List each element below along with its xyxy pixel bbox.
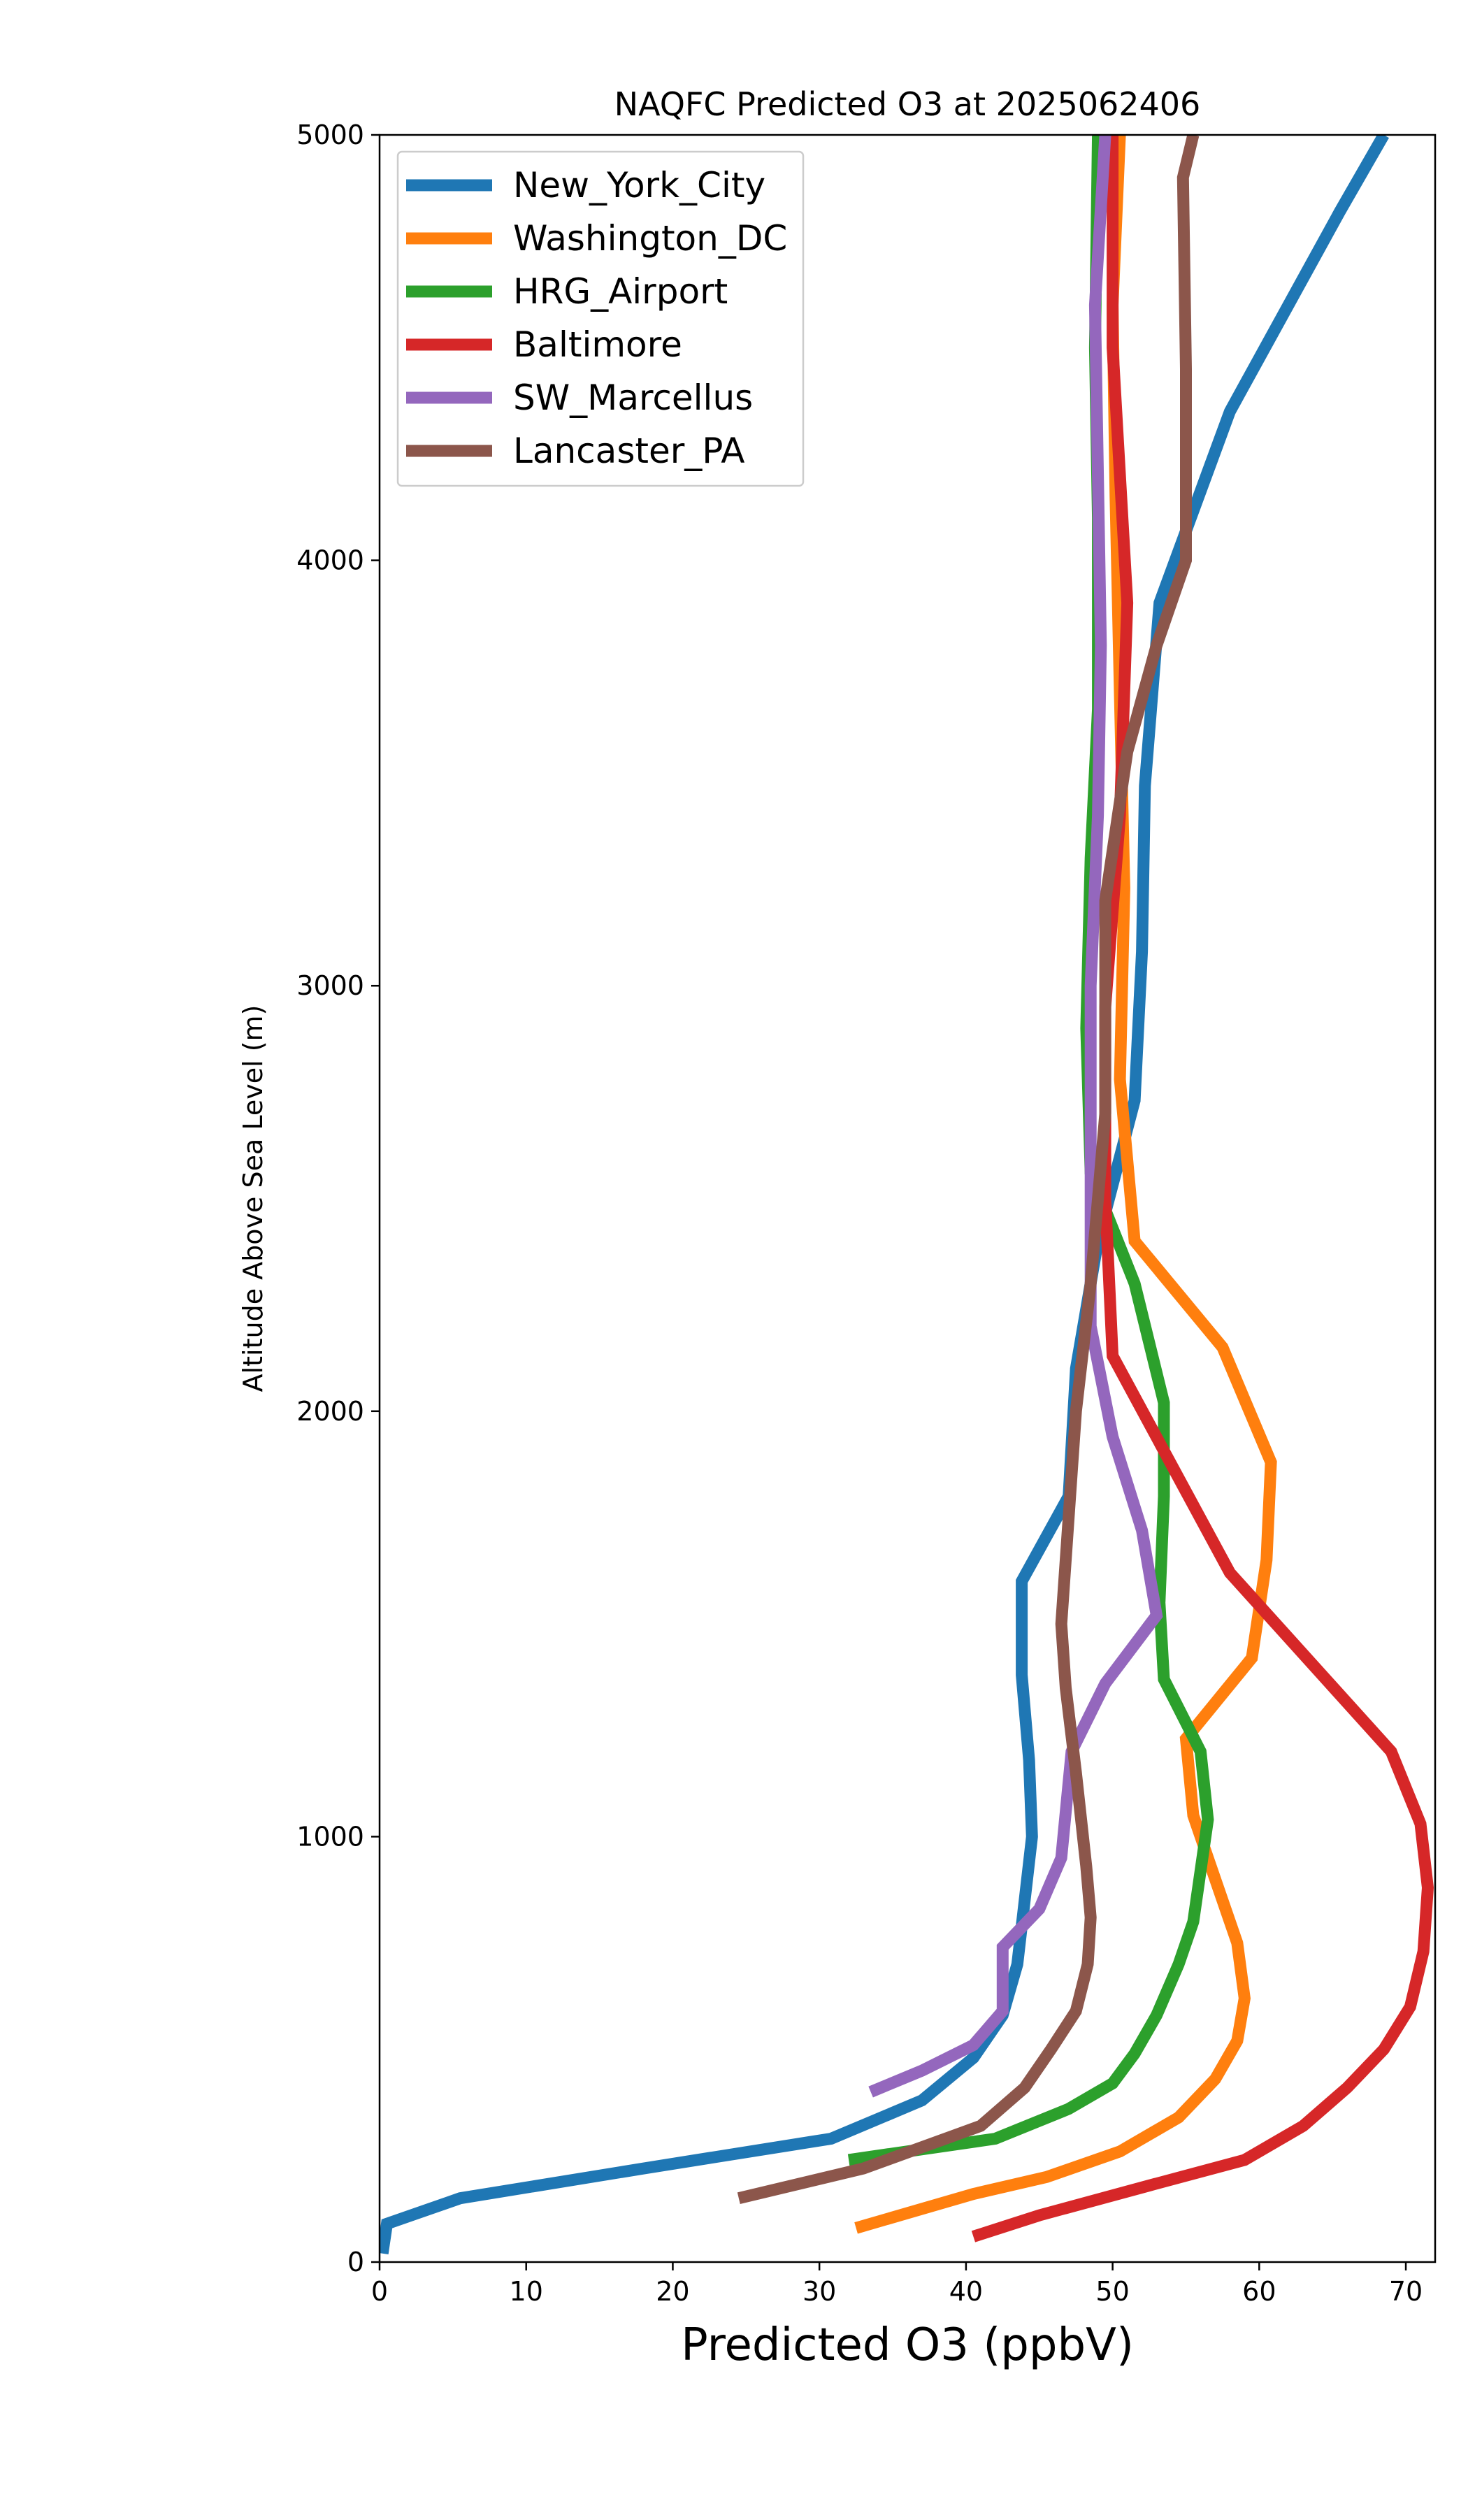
x-axis-label: Predicted O3 (ppbV) bbox=[681, 2319, 1134, 2371]
series-line-baltimore bbox=[971, 135, 1434, 2242]
plot-frame bbox=[378, 134, 1437, 2263]
legend-label: Lancaster_PA bbox=[513, 431, 744, 471]
y-tick-label: 4000 bbox=[296, 545, 364, 576]
x-tick-label: 0 bbox=[371, 2276, 388, 2307]
chart-title: NAQFC Predicted O3 at 2025062406 bbox=[614, 85, 1201, 123]
legend: New_York_City Washington_DC HRG_Airport Bal… bbox=[396, 150, 805, 487]
legend-label: SW_Marcellus bbox=[513, 377, 753, 418]
series-line-lancaster-pa bbox=[737, 135, 1200, 2204]
legend-label: New_York_City bbox=[513, 165, 765, 206]
x-tick-label: 70 bbox=[1389, 2276, 1423, 2307]
y-tick-label: 0 bbox=[347, 2247, 364, 2277]
series-lines bbox=[380, 135, 1434, 2255]
x-axis-ticks: 0 10 20 30 40 50 60 70 bbox=[371, 2262, 1423, 2307]
x-tick-label: 30 bbox=[803, 2276, 836, 2307]
y-axis-ticks: 0 1000 2000 3000 4000 5000 bbox=[296, 120, 380, 2277]
legend-label: HRG_Airport bbox=[513, 271, 728, 312]
legend-label: Baltimore bbox=[513, 324, 682, 365]
y-tick-label: 2000 bbox=[296, 1396, 364, 1427]
series-line-sw-marcellus bbox=[868, 135, 1163, 2098]
legend-frame bbox=[396, 150, 805, 487]
x-tick-label: 10 bbox=[510, 2276, 543, 2307]
y-tick-label: 5000 bbox=[296, 120, 364, 150]
y-axis-label: Altitude Above Sea Level (m) bbox=[238, 1005, 268, 1392]
x-tick-label: 40 bbox=[949, 2276, 983, 2307]
y-tick-label: 3000 bbox=[296, 970, 364, 1001]
x-tick-label: 60 bbox=[1242, 2276, 1276, 2307]
x-tick-label: 20 bbox=[656, 2276, 689, 2307]
legend-label: Washington_DC bbox=[513, 218, 787, 259]
series-line-new-york-city bbox=[380, 135, 1389, 2255]
y-tick-label: 1000 bbox=[296, 1821, 364, 1852]
x-tick-label: 50 bbox=[1095, 2276, 1129, 2307]
